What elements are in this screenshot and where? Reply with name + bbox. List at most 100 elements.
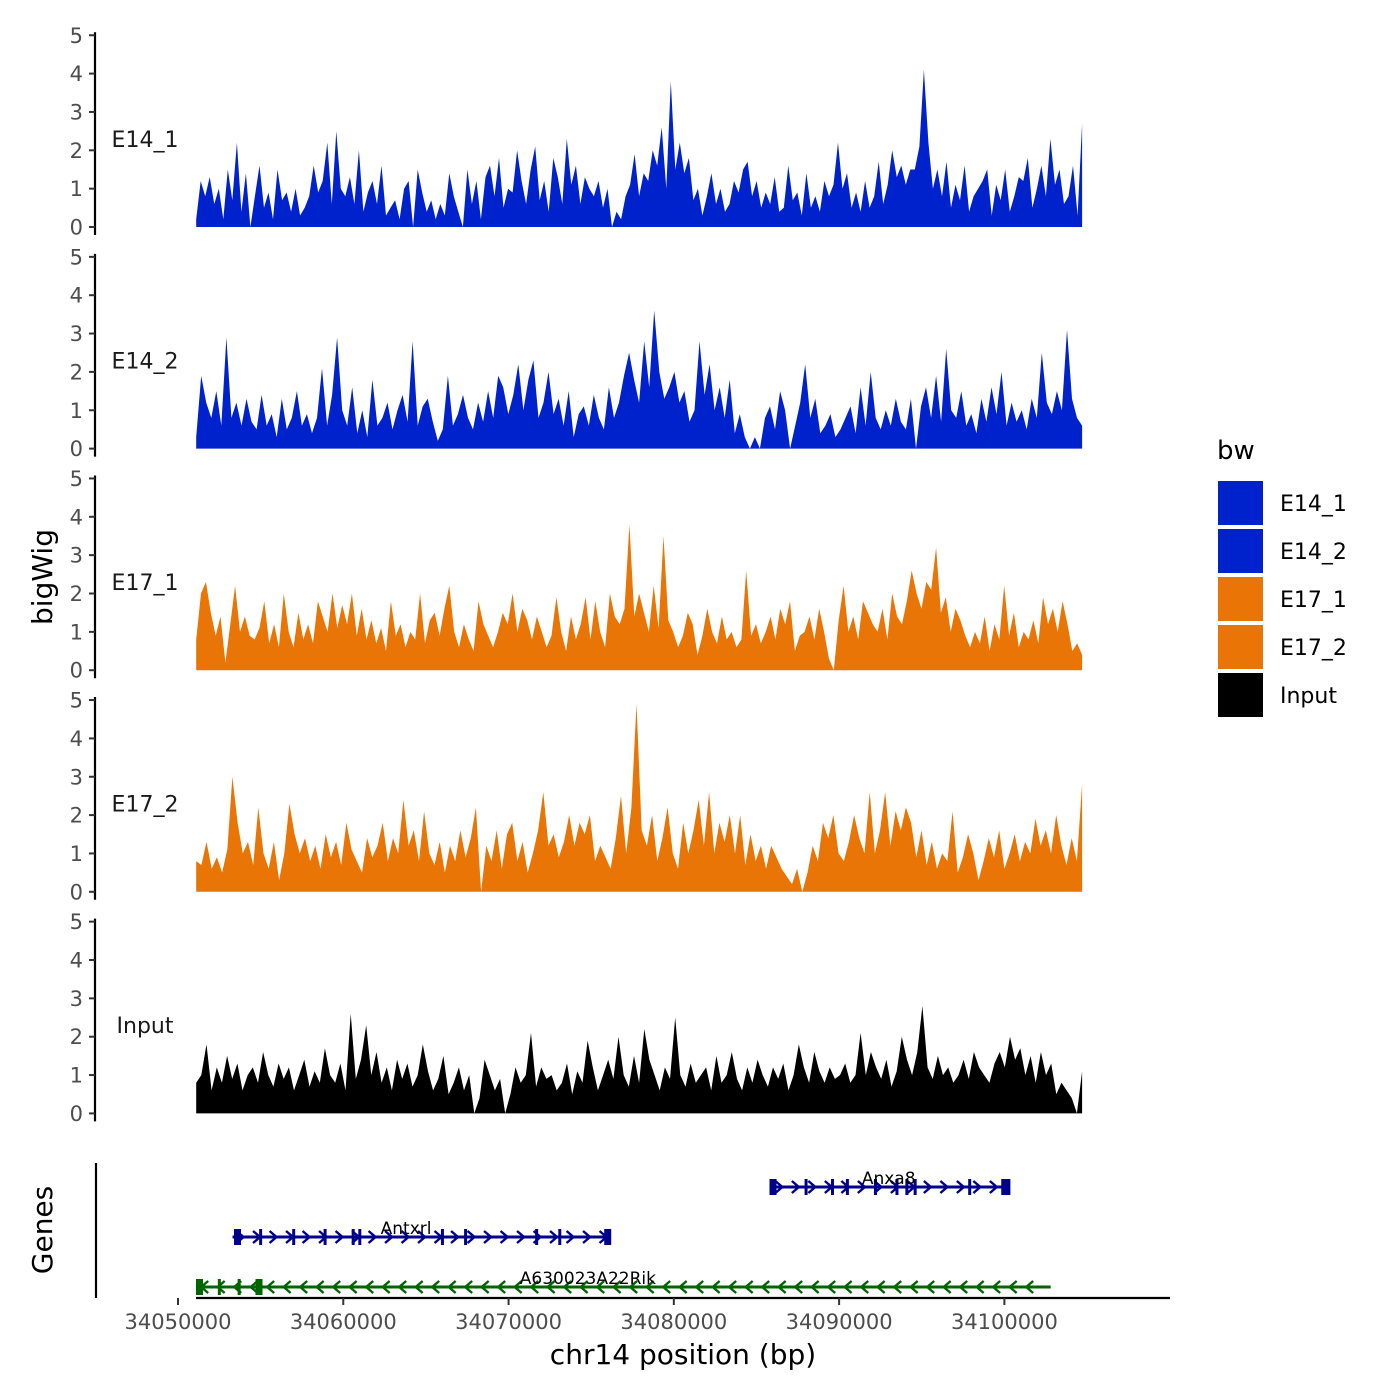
strand-arrow xyxy=(923,1180,933,1194)
strand-arrow xyxy=(446,1280,457,1294)
y-axis-title: bigWig xyxy=(26,529,59,625)
track-label: E14_1 xyxy=(112,128,179,153)
strand-arrow xyxy=(628,1280,638,1294)
strand-arrow xyxy=(595,1280,605,1294)
strand-arrow xyxy=(400,1230,411,1244)
strand-arrow xyxy=(450,1230,460,1244)
strand-arrow xyxy=(479,1280,490,1294)
exon xyxy=(358,1229,362,1245)
strand-arrow xyxy=(512,1280,523,1294)
track-label: Input xyxy=(117,1014,174,1039)
exon xyxy=(351,1229,355,1245)
gene-A630023A22Rik: A630023A22Rik xyxy=(195,1269,1051,1295)
y-tick-label: 5 xyxy=(70,689,83,713)
track-label: E17_2 xyxy=(112,793,179,818)
strand-arrow xyxy=(549,1230,559,1244)
exon xyxy=(292,1229,296,1245)
y-tick-label: 3 xyxy=(70,322,83,346)
strand-arrow xyxy=(466,1230,477,1244)
strand-arrow xyxy=(925,1280,935,1294)
y-tick-label: 1 xyxy=(70,842,83,866)
y-tick-label: 5 xyxy=(70,245,83,269)
y-tick-label: 1 xyxy=(70,177,83,201)
exon xyxy=(905,1179,909,1195)
strand-arrow xyxy=(265,1280,275,1294)
legend-entry: E14_2 xyxy=(1218,529,1347,573)
x-tick-label: 34060000 xyxy=(290,1310,397,1334)
strand-arrow xyxy=(958,1280,968,1294)
strand-arrow xyxy=(892,1280,902,1294)
y-tick-label: 4 xyxy=(70,284,83,308)
track-E17_1: 0 1 2 3 4 5 E17_1 xyxy=(70,467,1083,683)
strand-arrow xyxy=(430,1280,440,1294)
exon xyxy=(259,1229,263,1245)
strand-arrow xyxy=(809,1280,820,1294)
signal-area-E17_2 xyxy=(196,703,1083,892)
y-tick-label: 5 xyxy=(70,24,83,48)
y-tick-label: 4 xyxy=(70,505,83,529)
legend-entry: E17_2 xyxy=(1218,625,1347,669)
strand-arrow xyxy=(956,1180,966,1194)
track-E14_1: 0 1 2 3 4 5 E14_1 xyxy=(70,24,1083,240)
x-tick-label: 34070000 xyxy=(455,1310,562,1334)
strand-arrow xyxy=(774,1180,785,1194)
y-tick-label: 2 xyxy=(70,582,83,606)
gene-label: Anxa8 xyxy=(862,1169,916,1189)
strand-arrow xyxy=(215,1280,226,1294)
exon xyxy=(440,1229,444,1245)
strand-arrow xyxy=(301,1230,312,1244)
legend-swatch xyxy=(1218,673,1263,717)
legend-label: E14_1 xyxy=(1280,492,1347,517)
strand-arrow xyxy=(562,1280,572,1294)
strand-arrow xyxy=(727,1280,737,1294)
y-tick-label: 4 xyxy=(70,949,83,973)
signal-area-E17_1 xyxy=(196,524,1083,671)
strand-arrow xyxy=(367,1230,378,1244)
y-tick-label: 4 xyxy=(70,727,83,751)
strand-arrow xyxy=(298,1280,308,1294)
strand-arrow xyxy=(743,1280,754,1294)
legend-entry: E14_1 xyxy=(1218,481,1347,525)
exon xyxy=(323,1229,327,1245)
strand-arrow xyxy=(972,1180,983,1194)
strand-arrow xyxy=(941,1280,952,1294)
strand-arrow xyxy=(384,1230,394,1244)
strand-arrow xyxy=(793,1280,803,1294)
strand-arrow xyxy=(347,1280,358,1294)
strand-arrow xyxy=(760,1280,770,1294)
strand-arrow xyxy=(710,1280,721,1294)
gene-label: Antxrl xyxy=(381,1219,432,1239)
genes-axis-title: Genes xyxy=(26,1186,59,1274)
strand-arrow xyxy=(483,1230,493,1244)
strand-arrow xyxy=(499,1230,510,1244)
legend: bw E14_1 E14_2 E17_1 E17_2 Input xyxy=(1217,436,1347,717)
exon xyxy=(1001,1179,1005,1195)
strand-arrow xyxy=(281,1280,292,1294)
y-tick-label: 1 xyxy=(70,399,83,423)
strand-arrow xyxy=(989,1180,999,1194)
gene-Anxa8: Anxa8 xyxy=(769,1169,1011,1195)
strand-arrow xyxy=(529,1280,539,1294)
strand-arrow xyxy=(826,1280,836,1294)
x-axis-title: chr14 position (bp) xyxy=(550,1338,816,1371)
exon xyxy=(237,1279,241,1295)
gene-label: A630023A22Rik xyxy=(520,1269,656,1289)
x-tick-label: 34080000 xyxy=(620,1310,727,1334)
legend-label: E14_2 xyxy=(1280,540,1347,565)
genes-panel: Anxa8 Antxrl A630023A22Rik 34050000 3406000… xyxy=(94,1163,1170,1334)
strand-arrow xyxy=(380,1280,391,1294)
exon xyxy=(217,1279,221,1295)
strand-arrow xyxy=(248,1280,259,1294)
gene-models: Anxa8 Antxrl A630023A22Rik xyxy=(195,1169,1051,1295)
track-label: E14_2 xyxy=(112,349,179,374)
legend-swatch xyxy=(1218,529,1263,573)
strand-arrow xyxy=(859,1280,869,1294)
y-tick-label: 1 xyxy=(70,1064,83,1088)
legend-label: Input xyxy=(1280,684,1337,709)
strand-arrow xyxy=(644,1280,655,1294)
y-tick-label: 5 xyxy=(70,910,83,934)
signal-area-E14_1 xyxy=(196,69,1083,227)
legend-entry: E17_1 xyxy=(1218,577,1347,621)
y-tick-label: 2 xyxy=(70,360,83,384)
